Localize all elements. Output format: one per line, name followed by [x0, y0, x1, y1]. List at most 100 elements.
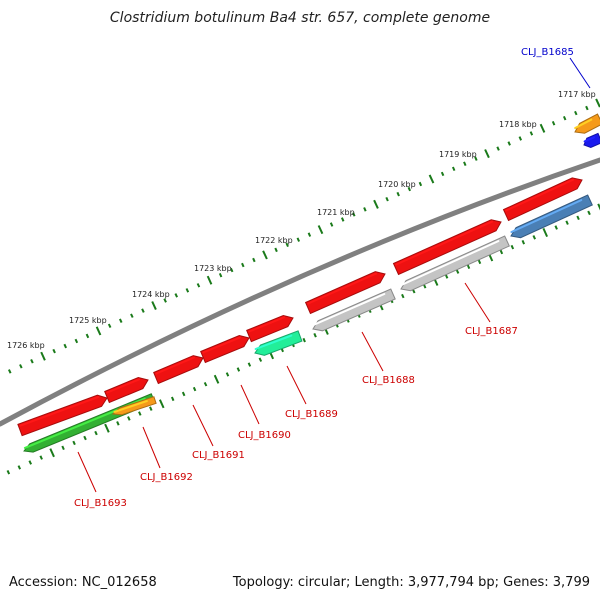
outer-tick-mark	[285, 242, 289, 248]
inner-tick-mark	[203, 381, 208, 387]
gene-label-clj-b1685[interactable]: CLJ_B1685	[521, 47, 574, 58]
inner-tick-mark	[532, 235, 537, 240]
accession-label: Accession: NC_012658	[9, 575, 157, 590]
gene-arrow-red-highlight	[106, 378, 141, 394]
outer-tick-mark	[7, 369, 12, 374]
gene-label-leader	[361, 331, 384, 372]
inner-tick-mark	[94, 430, 98, 436]
outer-tick-mark	[63, 343, 68, 349]
inner-tick-mark	[542, 227, 549, 238]
gene-label-clj-b1692[interactable]: CLJ_B1692	[140, 472, 193, 483]
outer-tick-mark	[418, 181, 423, 187]
gene-arrow-red	[304, 271, 386, 315]
inner-tick-mark	[225, 372, 230, 377]
inner-tick-mark	[149, 406, 153, 411]
inner-tick-mark	[313, 333, 317, 338]
gene-arrow-red-highlight	[505, 178, 575, 212]
inner-tick-mark	[587, 210, 591, 216]
gene-arrow-steelblue	[510, 194, 593, 239]
inner-tick-mark	[302, 337, 306, 343]
outer-tick-mark	[373, 199, 379, 209]
outer-tick-mark	[218, 272, 223, 278]
outer-tick-mark	[241, 262, 245, 268]
outer-tick-mark	[40, 351, 46, 361]
outer-tick-mark	[118, 318, 123, 324]
gene-label-leader	[192, 404, 214, 447]
gene-label-leader	[464, 282, 491, 323]
inner-tick-mark	[258, 357, 263, 362]
outer-tick-mark	[141, 308, 145, 313]
outer-tick-mark	[52, 348, 56, 354]
gene-arrow-red	[502, 177, 583, 222]
gene-arrow-red-highlight	[307, 272, 378, 305]
gene-arrow-orange-highlight	[574, 118, 593, 129]
inner-tick-mark	[499, 249, 504, 255]
inner-tick-mark	[401, 293, 405, 299]
gene-label-leader	[142, 426, 161, 469]
inner-tick-mark	[127, 416, 131, 421]
tick-label-1718: 1718 kbp	[499, 120, 537, 129]
outer-tick-mark	[507, 141, 511, 146]
inner-tick-mark	[510, 244, 515, 250]
inner-tick-mark	[521, 240, 526, 245]
outer-tick-mark	[396, 191, 400, 197]
outer-tick-mark	[529, 131, 534, 136]
gene-arrow-red	[153, 355, 204, 385]
genome-backbone	[0, 157, 600, 427]
inner-tick-mark	[236, 367, 241, 372]
gene-label-clj-b1690[interactable]: CLJ_B1690	[238, 430, 291, 441]
inner-tick-mark	[477, 259, 482, 265]
outer-tick-mark	[484, 149, 490, 159]
gene-arrow-red	[104, 376, 149, 404]
tick-label-1726: 1726 kbp	[7, 341, 45, 350]
tick-label-1723: 1723 kbp	[194, 264, 232, 273]
outer-tick-mark	[329, 222, 334, 227]
map-title: Clostridium botulinum Ba4 str. 657, comp…	[110, 10, 490, 26]
inner-tick-mark	[576, 215, 580, 221]
gene-arrow-red	[392, 219, 502, 276]
inner-tick-mark	[192, 386, 197, 392]
gene-label-clj-b1687[interactable]: CLJ_B1687	[465, 326, 518, 337]
outer-tick-mark	[307, 232, 312, 237]
outer-tick-mark	[107, 323, 112, 329]
outer-tick-mark	[74, 338, 79, 344]
outer-tick-mark	[352, 212, 356, 217]
outer-tick-mark	[551, 121, 556, 126]
outer-tick-mark	[30, 358, 34, 364]
gene-label-clj-b1689[interactable]: CLJ_B1689	[285, 409, 338, 420]
inner-tick-mark	[466, 264, 471, 269]
gene-arrow-red	[17, 394, 108, 437]
inner-tick-mark	[116, 421, 120, 426]
inner-tick-mark	[181, 391, 186, 397]
gene-arrow-orange-highlight	[113, 400, 148, 413]
outer-tick-mark	[317, 225, 324, 235]
gene-label-clj-b1693[interactable]: CLJ_B1693	[74, 498, 127, 509]
outer-tick-mark	[595, 98, 600, 108]
inner-tick-mark	[72, 440, 76, 446]
outer-tick-mark	[562, 115, 567, 121]
tick-label-1720: 1720 kbp	[378, 180, 416, 189]
gene-label-clj-b1688[interactable]: CLJ_B1688	[362, 375, 415, 386]
gene-arrow-blue-highlight	[583, 136, 595, 143]
gene-arrow-red	[200, 334, 250, 364]
inner-tick-mark	[247, 362, 252, 367]
inner-tick-mark	[597, 203, 600, 211]
tick-label-1719: 1719 kbp	[439, 150, 477, 159]
inner-tick-mark	[104, 423, 110, 433]
gene-arrow-red-highlight	[19, 396, 100, 427]
gene-label-clj-b1691[interactable]: CLJ_B1691	[192, 450, 245, 461]
outer-tick-mark	[440, 171, 445, 177]
inner-tick-mark	[39, 455, 43, 460]
inner-tick-mark	[213, 374, 220, 384]
inner-tick-mark	[554, 225, 558, 230]
inner-tick-mark	[565, 220, 569, 225]
gene-arrow-red	[246, 314, 294, 343]
outer-tick-mark	[496, 146, 500, 151]
gene-arrow-gray-highlight	[400, 240, 500, 286]
outer-tick-mark	[474, 156, 478, 161]
genome-stats-label: Topology: circular; Length: 3,977,794 bp…	[232, 575, 590, 590]
inner-tick-mark	[455, 269, 460, 274]
tick-label-1717: 1717 kbp	[558, 90, 596, 99]
outer-tick-mark	[206, 275, 213, 285]
